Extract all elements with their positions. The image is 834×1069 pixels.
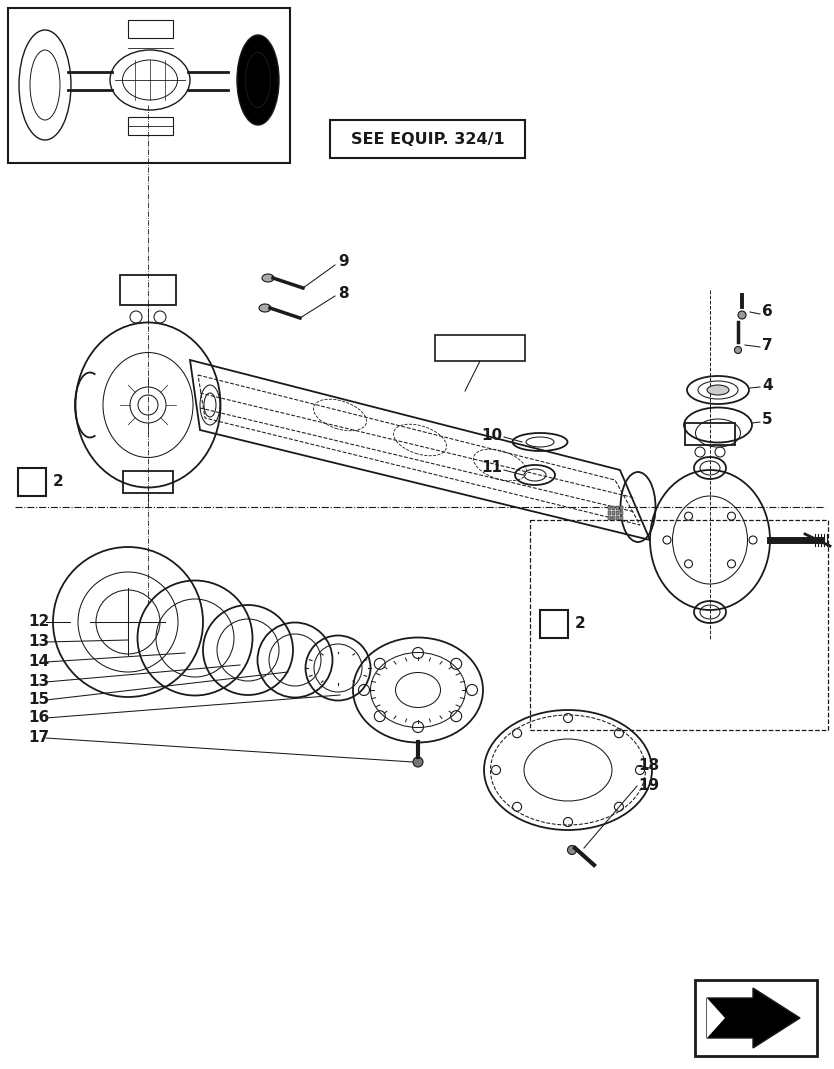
Bar [540, 610, 568, 638]
Bar [128, 117, 173, 135]
Bar [608, 511, 611, 515]
Bar [616, 511, 620, 515]
Bar [620, 511, 624, 515]
Text: 8: 8 [338, 285, 349, 300]
Text: 7: 7 [762, 338, 772, 353]
Bar [435, 335, 525, 361]
Text: 13: 13 [28, 635, 49, 650]
Text: 4: 4 [762, 377, 772, 392]
Text: 12: 12 [28, 615, 49, 630]
Text: 6: 6 [762, 305, 773, 320]
Bar [612, 511, 615, 515]
Polygon shape [707, 998, 725, 1038]
Ellipse shape [245, 52, 270, 108]
Bar [18, 468, 46, 496]
Bar [612, 516, 615, 520]
Text: SEE EQUIP. 324/1: SEE EQUIP. 324/1 [350, 131, 505, 146]
Bar [685, 423, 735, 445]
Ellipse shape [259, 304, 271, 312]
Polygon shape [707, 988, 800, 1048]
Text: 10: 10 [481, 428, 502, 443]
Text: 11: 11 [481, 461, 502, 476]
Bar [616, 516, 620, 520]
Bar [608, 506, 611, 510]
Ellipse shape [735, 346, 741, 354]
Text: 17: 17 [28, 730, 49, 745]
Bar [695, 980, 817, 1056]
Bar [620, 516, 624, 520]
Text: 19: 19 [638, 777, 659, 792]
Text: 18: 18 [638, 758, 659, 773]
Text: 1.40.0/1: 1.40.0/1 [450, 341, 510, 355]
Text: 2: 2 [53, 475, 63, 490]
Bar [608, 516, 611, 520]
Text: 14: 14 [28, 654, 49, 669]
Ellipse shape [567, 846, 576, 854]
Text: 1: 1 [27, 475, 38, 490]
Bar [612, 506, 615, 510]
Text: 9: 9 [338, 254, 349, 269]
Text: 2: 2 [575, 617, 585, 632]
Text: 13: 13 [28, 675, 49, 690]
Text: 5: 5 [762, 413, 772, 428]
Bar [330, 120, 525, 158]
Text: 3: 3 [549, 617, 560, 632]
Text: 16: 16 [28, 711, 49, 726]
Bar [120, 275, 176, 305]
Ellipse shape [262, 274, 274, 282]
Bar [123, 471, 173, 493]
Circle shape [413, 757, 423, 766]
Bar [8, 7, 290, 162]
Bar [620, 506, 624, 510]
Bar [128, 20, 173, 38]
Ellipse shape [237, 35, 279, 125]
Text: 15: 15 [28, 693, 49, 708]
Bar [616, 506, 620, 510]
Ellipse shape [707, 385, 729, 396]
Ellipse shape [738, 311, 746, 319]
